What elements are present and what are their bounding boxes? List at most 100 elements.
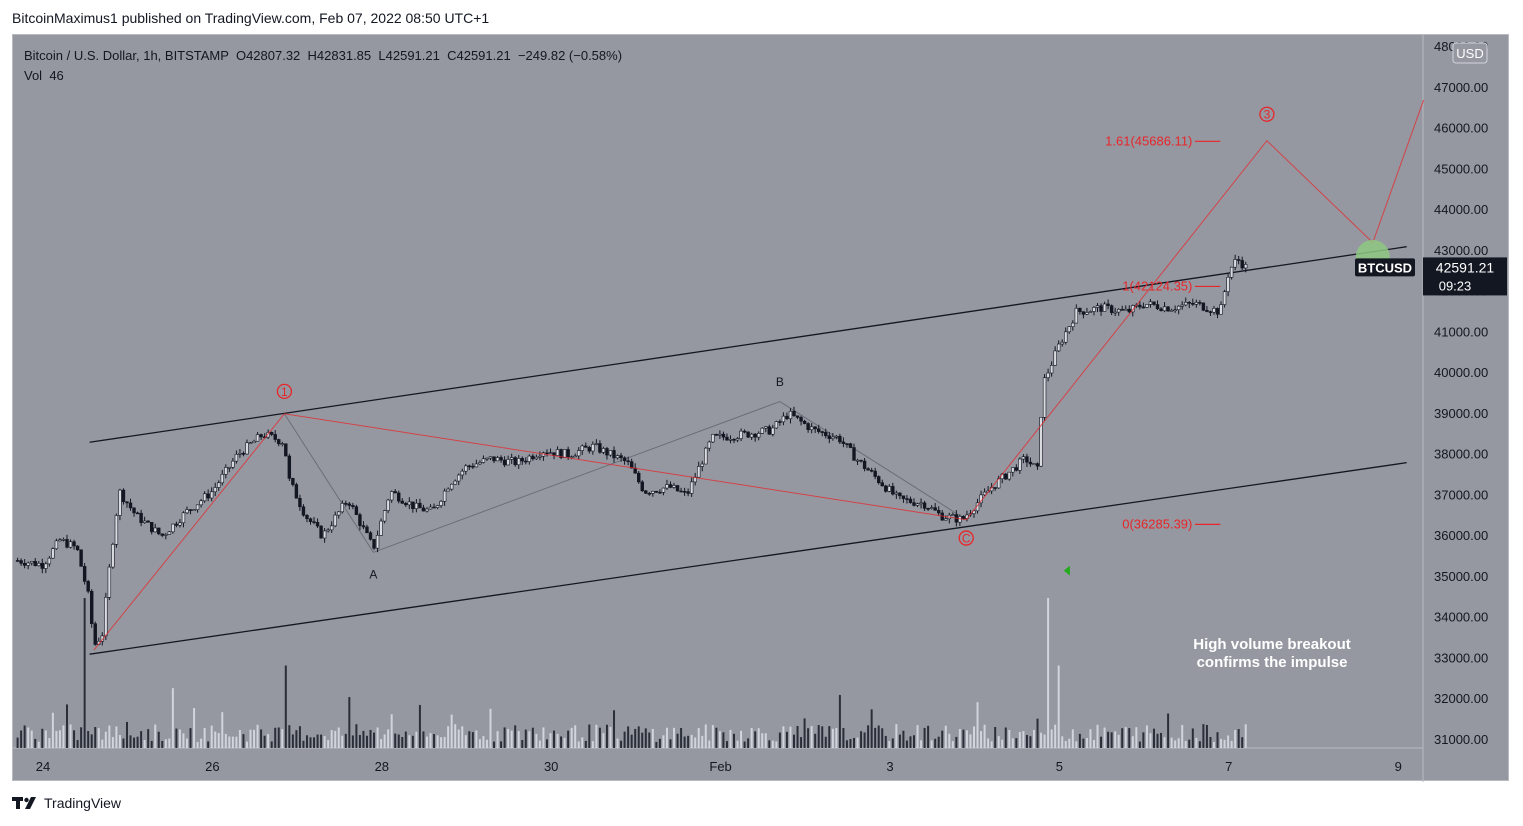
volume-bar xyxy=(104,731,107,748)
candle-body xyxy=(139,512,143,524)
volume-bar xyxy=(613,710,616,748)
candle-body xyxy=(668,484,673,488)
candle-body xyxy=(1141,306,1146,309)
candle-body xyxy=(280,443,284,446)
candle-body xyxy=(51,548,55,559)
volume-value: 46 xyxy=(49,68,64,83)
volume-bar xyxy=(987,738,990,748)
candle-body xyxy=(340,503,344,513)
volume-bar xyxy=(651,728,654,748)
annotation-text: High volume breakout xyxy=(1193,636,1351,653)
candle-body xyxy=(195,504,200,510)
volume-bar xyxy=(482,736,485,748)
volume-bar xyxy=(1188,739,1191,748)
volume-bar xyxy=(754,731,757,748)
candle-body xyxy=(1229,266,1234,278)
candle-body xyxy=(1099,305,1103,312)
volume-bar xyxy=(1047,598,1050,748)
candle-body xyxy=(566,449,570,458)
publisher-line: BitcoinMaximus1 published on TradingView… xyxy=(12,10,490,26)
volume-bar xyxy=(157,731,160,748)
volume-bar xyxy=(912,735,915,748)
candle-body xyxy=(1085,312,1089,315)
volume-bar xyxy=(623,731,626,748)
candle-body xyxy=(827,435,831,439)
candle-body xyxy=(488,456,493,459)
price-chart[interactable]: 31000.00 32000.00 33000.00 34000.00 35000.00… xyxy=(13,35,1510,782)
x-tick-label: 26 xyxy=(205,759,219,774)
volume-bar xyxy=(309,737,312,748)
candle-body xyxy=(40,563,44,569)
volume-bar xyxy=(457,729,460,748)
volume-bar xyxy=(722,732,725,748)
volume-bar xyxy=(20,730,23,748)
candle-body xyxy=(855,459,860,462)
close-label: C xyxy=(447,48,457,63)
candle-body xyxy=(1113,311,1117,314)
candle-body xyxy=(22,563,27,566)
candle-body xyxy=(929,507,934,510)
volume-bar xyxy=(567,730,570,748)
volume-bar xyxy=(133,737,136,748)
change-value: −249.82 (−0.58%) xyxy=(517,48,623,63)
volume-bar xyxy=(189,728,192,748)
open-value: 42807.32 xyxy=(246,48,301,63)
candle-body xyxy=(1169,309,1174,312)
candle-body xyxy=(915,503,920,506)
candle-body xyxy=(612,450,616,459)
candle-body xyxy=(213,487,217,493)
volume-label[interactable]: Vol xyxy=(24,68,43,83)
candle-body xyxy=(1102,303,1107,312)
candle-body xyxy=(1035,463,1040,467)
volume-bar xyxy=(154,724,157,748)
volume-bar xyxy=(930,740,933,748)
symbol-title[interactable]: Bitcoin / U.S. Dollar, 1h, BITSTAMP xyxy=(24,48,229,63)
y-tick-label: 45000.00 xyxy=(1434,161,1488,176)
candle-body xyxy=(266,432,270,438)
volume-bar xyxy=(281,729,284,748)
low-value: 42591.21 xyxy=(385,48,440,63)
candle-body xyxy=(1056,343,1061,352)
candle-body xyxy=(1219,304,1223,315)
volume-bar xyxy=(1068,738,1071,748)
volume-bar xyxy=(69,724,72,748)
volume-bar xyxy=(196,741,199,748)
candle-body xyxy=(284,443,288,457)
candle-body xyxy=(368,532,373,540)
volume-bar xyxy=(524,729,527,748)
volume-bar xyxy=(545,739,548,748)
volume-bar xyxy=(203,727,206,748)
candle-body xyxy=(287,455,292,479)
candle-body xyxy=(1212,308,1216,313)
candle-body xyxy=(499,457,503,461)
volume-bar xyxy=(665,727,668,748)
candle-body xyxy=(72,541,76,547)
candle-body xyxy=(559,449,563,459)
volume-bar xyxy=(1114,731,1117,748)
volume-bar xyxy=(376,727,379,748)
candle-body xyxy=(252,440,256,444)
volume-bar xyxy=(454,724,457,748)
volume-bar xyxy=(1064,740,1067,748)
volume-bar xyxy=(320,734,323,748)
volume-bar xyxy=(934,738,937,748)
candle-body xyxy=(778,421,782,423)
candle-body xyxy=(753,433,757,438)
volume-bar xyxy=(1209,736,1212,748)
volume-bar xyxy=(147,729,150,748)
high-label: H xyxy=(307,48,317,63)
candle-body xyxy=(157,527,161,535)
volume-bar xyxy=(207,741,210,748)
x-tick-label: 28 xyxy=(375,759,389,774)
chart-frame[interactable]: 31000.00 32000.00 33000.00 34000.00 35000.00… xyxy=(12,34,1510,782)
candle-body xyxy=(697,466,701,478)
volume-bar xyxy=(747,738,750,748)
volume-bar xyxy=(902,730,905,748)
candle-body xyxy=(142,520,147,524)
volume-bar xyxy=(313,737,316,748)
volume-bar xyxy=(789,726,792,748)
candle-body xyxy=(1042,377,1047,418)
volume-bar xyxy=(175,728,178,748)
candle-body xyxy=(951,514,955,516)
volume-bar xyxy=(605,724,608,748)
